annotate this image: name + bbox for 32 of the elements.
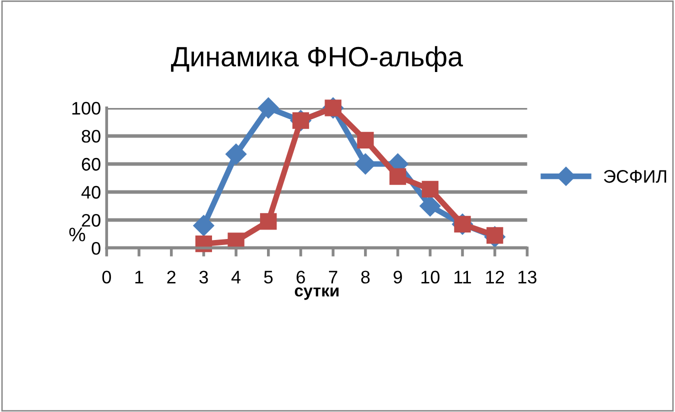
x-tick-label: 5	[264, 270, 273, 284]
point	[357, 132, 374, 148]
y-axis-title: %	[69, 228, 86, 242]
chart-title: Динамика ФНО-альфа	[171, 46, 463, 72]
x-tick-label: 10	[421, 270, 440, 284]
y-tick-label: 0	[92, 242, 100, 255]
x-tick-label: 1	[135, 270, 144, 284]
point	[389, 168, 406, 185]
point	[260, 213, 277, 230]
x-tick-label: 9	[394, 270, 402, 284]
x-tick-label: 13	[518, 270, 536, 284]
y-tick-label: 60	[82, 158, 100, 171]
x-tick-label: 2	[167, 270, 176, 284]
y-tick-label: 80	[82, 130, 100, 143]
x-axis-title: сутки	[294, 287, 339, 300]
x-tick-label: 4	[231, 270, 241, 284]
x-tick-label: 12	[486, 270, 504, 284]
x-tick-label: 8	[361, 270, 370, 284]
y-tick-label: 100	[72, 102, 100, 115]
point	[193, 215, 214, 236]
point	[258, 97, 279, 118]
x-tick-label: 7	[328, 270, 338, 284]
x-tick-label: 3	[199, 270, 208, 284]
y-tick-label: 20	[82, 214, 100, 227]
x-tick-label: 6	[296, 270, 305, 284]
x-tick-label: 11	[454, 270, 471, 284]
y-tick-label: 40	[81, 186, 100, 199]
legend-label: ЭСФИЛ	[604, 170, 666, 183]
point	[422, 180, 438, 198]
x-tick-label: 0	[102, 270, 111, 284]
point	[354, 153, 376, 174]
point	[226, 144, 247, 165]
